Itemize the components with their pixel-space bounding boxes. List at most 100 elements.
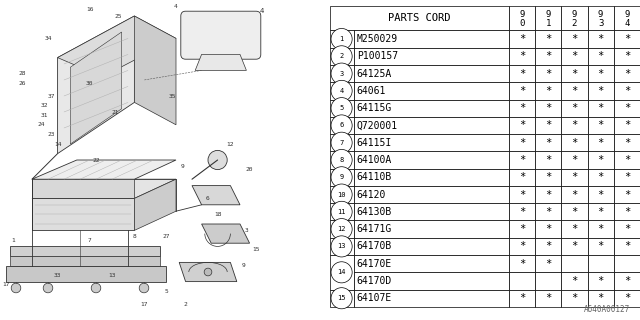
Circle shape <box>331 236 352 257</box>
Bar <box>509 151 535 169</box>
Text: *: * <box>572 103 577 113</box>
Text: 10: 10 <box>337 192 346 197</box>
Bar <box>588 48 614 65</box>
Text: *: * <box>572 293 577 303</box>
Bar <box>354 151 509 169</box>
Bar <box>614 117 640 134</box>
Bar <box>535 255 561 272</box>
Polygon shape <box>10 256 160 266</box>
Text: 17: 17 <box>3 282 10 287</box>
Text: 9: 9 <box>180 164 184 169</box>
Text: *: * <box>519 68 525 79</box>
Text: *: * <box>598 68 604 79</box>
Bar <box>330 169 354 186</box>
Text: *: * <box>624 276 630 286</box>
Bar <box>614 220 640 238</box>
Bar <box>561 255 588 272</box>
Bar <box>509 290 535 307</box>
Polygon shape <box>32 179 134 198</box>
Text: 30: 30 <box>86 81 93 86</box>
Circle shape <box>331 98 352 119</box>
Text: *: * <box>545 241 551 252</box>
Bar <box>588 151 614 169</box>
Bar <box>330 48 354 65</box>
Text: *: * <box>519 120 525 131</box>
Circle shape <box>331 80 352 101</box>
Bar <box>561 290 588 307</box>
Bar <box>561 117 588 134</box>
Bar <box>354 30 509 48</box>
Text: *: * <box>624 34 630 44</box>
Text: *: * <box>624 293 630 303</box>
Bar <box>588 117 614 134</box>
Text: 13: 13 <box>337 244 346 249</box>
Bar <box>509 238 535 255</box>
Text: 2: 2 <box>339 53 344 59</box>
Bar <box>330 134 354 151</box>
Circle shape <box>11 283 20 293</box>
Bar <box>614 169 640 186</box>
Bar <box>614 290 640 307</box>
Text: 4: 4 <box>259 8 264 14</box>
Bar <box>535 117 561 134</box>
Text: *: * <box>572 68 577 79</box>
Bar <box>535 82 561 100</box>
Bar <box>509 134 535 151</box>
Bar <box>354 82 509 100</box>
Text: *: * <box>598 103 604 113</box>
Circle shape <box>331 219 352 240</box>
Text: *: * <box>572 207 577 217</box>
Bar <box>614 6 640 30</box>
Text: *: * <box>545 155 551 165</box>
Text: *: * <box>545 86 551 96</box>
Text: 7: 7 <box>88 237 92 243</box>
Bar <box>535 290 561 307</box>
Text: *: * <box>624 172 630 182</box>
Text: 22: 22 <box>92 157 100 163</box>
Text: *: * <box>598 276 604 286</box>
Text: *: * <box>545 172 551 182</box>
Text: 8: 8 <box>132 234 136 239</box>
Text: 37: 37 <box>47 93 55 99</box>
Text: 3: 3 <box>244 228 248 233</box>
Text: *: * <box>598 138 604 148</box>
Bar <box>535 151 561 169</box>
Text: *: * <box>572 189 577 200</box>
Bar <box>509 255 535 272</box>
Bar <box>614 151 640 169</box>
Bar <box>614 30 640 48</box>
Bar <box>614 134 640 151</box>
Text: 64125A: 64125A <box>357 68 392 79</box>
Text: A640A00127: A640A00127 <box>584 305 630 314</box>
Text: *: * <box>572 172 577 182</box>
Text: *: * <box>598 120 604 131</box>
Text: *: * <box>545 207 551 217</box>
Circle shape <box>331 201 352 222</box>
Text: *: * <box>572 155 577 165</box>
Bar <box>509 272 535 290</box>
Text: 4: 4 <box>174 4 178 9</box>
Bar <box>354 100 509 117</box>
Polygon shape <box>70 32 122 144</box>
Polygon shape <box>32 179 176 198</box>
Text: 35: 35 <box>169 93 177 99</box>
Text: 64130B: 64130B <box>357 207 392 217</box>
Bar <box>561 272 588 290</box>
Text: *: * <box>519 86 525 96</box>
Bar <box>330 186 354 203</box>
Bar <box>614 186 640 203</box>
Bar <box>354 272 509 290</box>
Text: *: * <box>624 207 630 217</box>
Circle shape <box>331 63 352 84</box>
Text: 9: 9 <box>624 10 630 19</box>
Bar <box>330 255 354 290</box>
Text: 23: 23 <box>47 132 55 137</box>
Text: 5: 5 <box>339 105 344 111</box>
Bar <box>588 203 614 220</box>
Text: *: * <box>598 172 604 182</box>
Text: *: * <box>519 259 525 269</box>
Circle shape <box>331 288 352 309</box>
Text: 1: 1 <box>339 36 344 42</box>
Bar <box>588 169 614 186</box>
Bar <box>535 169 561 186</box>
